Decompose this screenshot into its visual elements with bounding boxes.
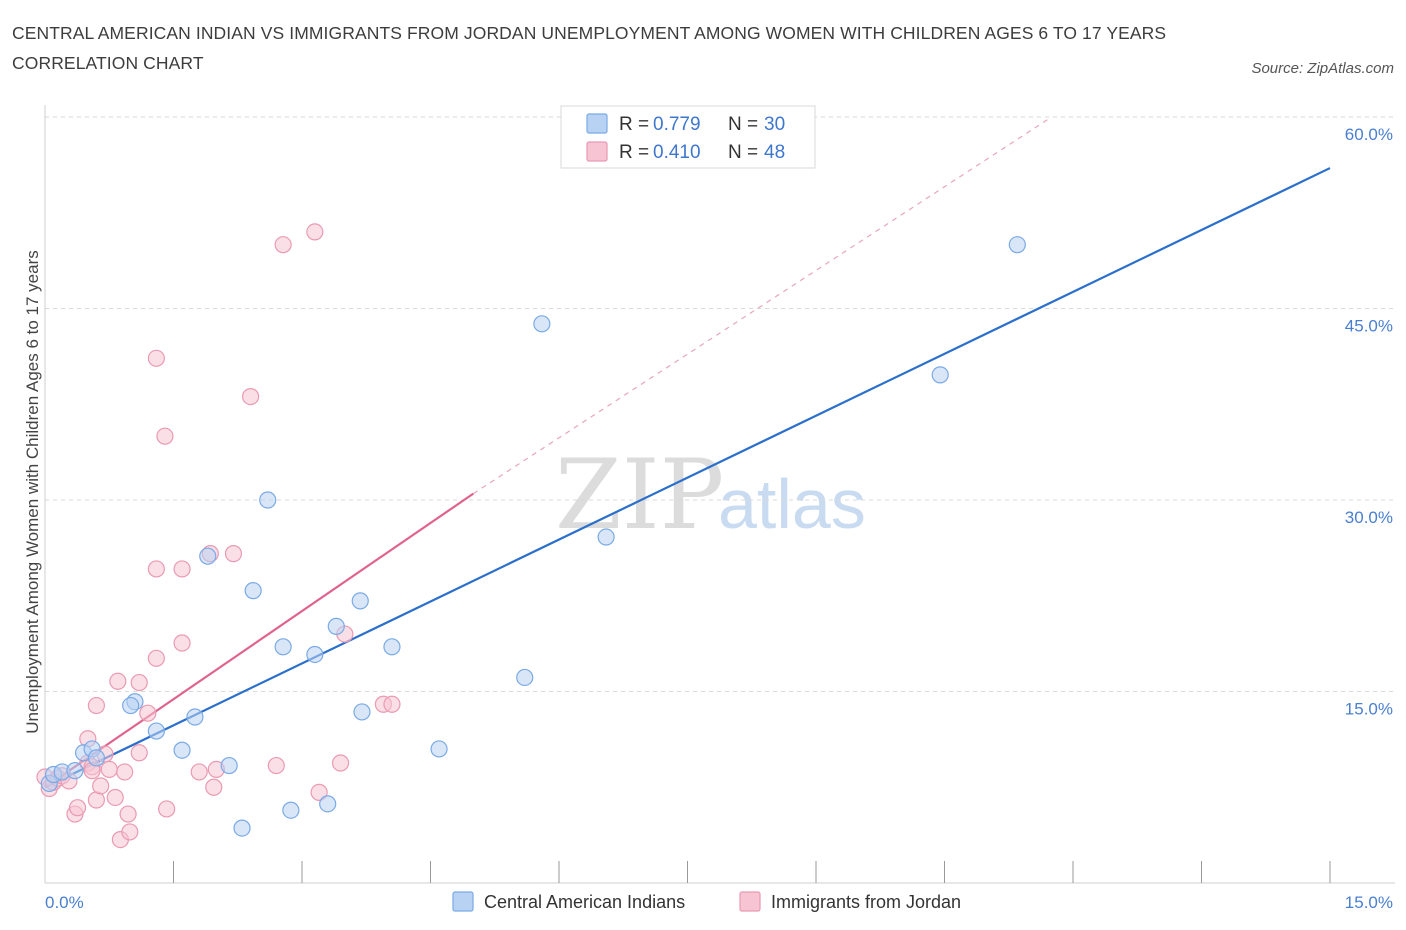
data-point-immigrants-from-jordan: [331, 754, 350, 772]
y-axis-label: Unemployment Among Women with Children A…: [23, 250, 42, 734]
data-point-immigrants-from-jordan: [267, 756, 285, 775]
legend-item-pink-swatch: [739, 891, 761, 912]
legend-n-label-2: N =: [728, 142, 758, 163]
legend-swatch-pink: [586, 141, 608, 162]
series-legend: Central American Indians Immigrants from…: [452, 891, 961, 912]
data-point-immigrants-from-jordan: [173, 560, 191, 578]
legend-r-value-1: 0.779: [653, 114, 701, 135]
data-point-central-american-indians: [1008, 236, 1026, 254]
data-point-immigrants-from-jordan: [383, 695, 401, 713]
data-point-immigrants-from-jordan: [205, 778, 223, 796]
data-point-immigrants-from-jordan: [87, 696, 106, 715]
legend-r-label-2: R =: [619, 142, 649, 163]
data-point-immigrants-from-jordan: [139, 704, 157, 722]
data-point-central-american-indians: [533, 315, 551, 333]
x-tick-labels: 0.0% 15.0%: [45, 893, 1393, 912]
data-point-central-american-indians: [430, 740, 448, 758]
data-point-immigrants-from-jordan: [147, 349, 165, 367]
data-point-central-american-indians: [233, 819, 251, 837]
legend-n-label-1: N =: [728, 114, 758, 135]
y-tick-label: 15.0%: [1345, 700, 1393, 719]
y-tick-label: 30.0%: [1345, 508, 1393, 527]
data-point-central-american-indians: [351, 592, 369, 610]
x-tick-label-max: 15.0%: [1345, 893, 1393, 912]
data-point-immigrants-from-jordan: [158, 800, 176, 818]
data-point-central-american-indians: [244, 582, 262, 600]
data-point-central-american-indians: [319, 795, 337, 813]
data-point-immigrants-from-jordan: [68, 799, 87, 817]
trend-line-immigrants-from-jordan: [44, 492, 474, 789]
data-point-immigrants-from-jordan: [119, 805, 137, 823]
data-point-immigrants-from-jordan: [100, 760, 118, 778]
legend-item-blue-swatch: [452, 891, 474, 912]
data-point-central-american-indians: [931, 366, 949, 384]
x-tick-label-min: 0.0%: [45, 893, 84, 912]
data-point-immigrants-from-jordan: [130, 673, 148, 692]
trend-extension-immigrants-from-jordan: [473, 116, 1052, 495]
data-point-immigrants-from-jordan: [224, 545, 243, 563]
data-point-central-american-indians: [87, 749, 106, 767]
data-point-central-american-indians: [122, 696, 140, 715]
data-point-central-american-indians: [383, 638, 401, 656]
data-point-immigrants-from-jordan: [310, 783, 328, 801]
data-point-central-american-indians: [186, 708, 204, 726]
legend-item-immigrants-from-jordan: Immigrants from Jordan: [771, 892, 961, 912]
y-tick-labels: 15.0% 30.0% 45.0% 60.0%: [1345, 125, 1393, 719]
stats-legend: R = 0.779 N = 30 R = 0.410 N = 48: [560, 105, 816, 169]
data-point-immigrants-from-jordan: [130, 744, 148, 762]
data-point-immigrants-from-jordan: [92, 777, 110, 795]
legend-n-value-2: 48: [764, 142, 785, 163]
chart-title: CENTRAL AMERICAN INDIAN VS IMMIGRANTS FR…: [12, 23, 1167, 73]
legend-n-value-1: 30: [764, 114, 785, 135]
trend-lines: [44, 116, 1331, 789]
data-point-central-american-indians: [516, 668, 534, 687]
legend-r-value-2: 0.410: [653, 142, 701, 163]
data-point-central-american-indians: [173, 741, 191, 759]
data-point-central-american-indians: [147, 722, 165, 740]
data-point-central-american-indians: [353, 703, 371, 721]
data-point-central-american-indians: [259, 491, 277, 509]
data-point-immigrants-from-jordan: [306, 223, 324, 241]
axes: [44, 105, 1395, 884]
data-point-immigrants-from-jordan: [116, 763, 134, 781]
y-tick-label: 45.0%: [1345, 317, 1393, 336]
data-point-immigrants-from-jordan: [121, 823, 139, 841]
watermark: ZIP atlas: [555, 439, 866, 551]
data-point-immigrants-from-jordan: [147, 649, 165, 667]
source-label: Source: ZipAtlas.com: [1251, 60, 1394, 77]
data-point-central-american-indians: [66, 762, 84, 780]
data-point-immigrants-from-jordan: [156, 427, 174, 445]
data-point-immigrants-from-jordan: [106, 788, 124, 807]
data-point-central-american-indians: [597, 528, 615, 546]
legend-swatch-blue: [586, 113, 608, 134]
trend-line-central-american-indians: [44, 167, 1331, 789]
data-point-central-american-indians: [306, 645, 324, 664]
data-point-central-american-indians: [199, 547, 217, 565]
data-point-immigrants-from-jordan: [274, 236, 292, 254]
legend-item-central-american-indians: Central American Indians: [484, 892, 685, 912]
data-point-immigrants-from-jordan: [242, 387, 260, 406]
watermark-atlas: atlas: [718, 465, 866, 543]
data-point-immigrants-from-jordan: [173, 634, 191, 652]
data-point-immigrants-from-jordan: [109, 672, 127, 690]
data-point-central-american-indians: [282, 801, 300, 819]
data-point-central-american-indians: [220, 756, 238, 775]
legend-r-label-1: R =: [619, 114, 649, 135]
watermark-zip: ZIP: [555, 439, 724, 551]
data-point-central-american-indians: [327, 617, 345, 635]
y-tick-label: 60.0%: [1345, 125, 1393, 144]
series-central-american-indians: [40, 236, 1026, 837]
data-point-central-american-indians: [274, 638, 292, 656]
data-point-immigrants-from-jordan: [190, 763, 208, 781]
data-point-immigrants-from-jordan: [147, 560, 165, 578]
